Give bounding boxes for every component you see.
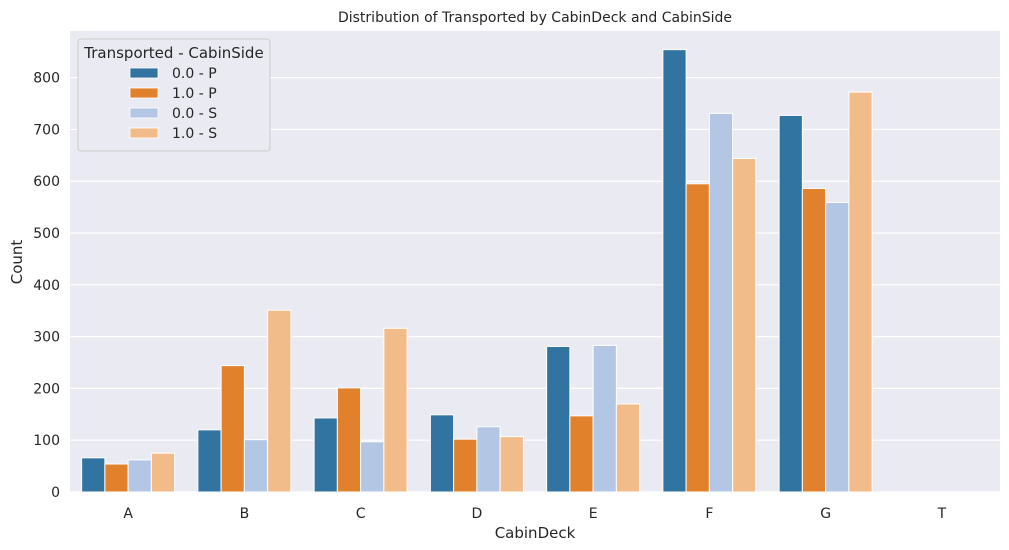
legend-label: 1.0 - P bbox=[172, 86, 217, 102]
bar-e-series-3 bbox=[615, 403, 641, 493]
x-tick-label: C bbox=[356, 506, 366, 522]
bar-e-series-2 bbox=[592, 344, 617, 493]
legend-box bbox=[77, 38, 271, 152]
y-tick-label: 300 bbox=[33, 330, 60, 346]
y-tick-label: 400 bbox=[33, 278, 60, 294]
bar-b-series-1 bbox=[220, 365, 245, 493]
bar-g-series-3 bbox=[848, 91, 873, 493]
bar-g-series-2 bbox=[825, 201, 850, 493]
bar-g-series-1 bbox=[801, 187, 827, 493]
x-tick-label: F bbox=[705, 506, 713, 522]
bar-c-series-3 bbox=[383, 327, 408, 493]
bar-d-series-1 bbox=[453, 438, 478, 493]
bar-d-series-2 bbox=[476, 426, 501, 493]
legend-items: 0.0 - P 1.0 - P 0.0 - S 1.0 - S bbox=[129, 66, 217, 142]
y-tick-label: 100 bbox=[33, 433, 60, 449]
x-tick-label: G bbox=[820, 506, 831, 522]
x-tick-label: A bbox=[123, 506, 133, 522]
bar-f-series-2 bbox=[708, 112, 734, 493]
legend-label: 1.0 - S bbox=[172, 126, 217, 142]
y-tick-labels: 0 100 200 300 400 500 600 700 800 bbox=[33, 71, 60, 501]
legend-swatch bbox=[129, 87, 159, 99]
legend-title: Transported - CabinSide bbox=[83, 44, 263, 62]
y-tick-label: 0 bbox=[51, 485, 60, 501]
x-tick-label: T bbox=[937, 506, 947, 522]
y-tick-label: 600 bbox=[33, 174, 60, 190]
chart-title: Distribution of Transported by CabinDeck… bbox=[338, 10, 732, 26]
bar-e-series-0 bbox=[546, 345, 571, 493]
bar-f-series-3 bbox=[732, 157, 757, 493]
bar-e-series-1 bbox=[569, 415, 594, 493]
legend-label: 0.0 - P bbox=[172, 66, 217, 82]
bar-a-series-2 bbox=[127, 459, 152, 493]
y-tick-label: 700 bbox=[33, 122, 60, 138]
bar-d-series-3 bbox=[499, 436, 524, 493]
bar-g-series-0 bbox=[778, 114, 803, 493]
legend-swatch bbox=[129, 127, 159, 139]
bar-f-series-0 bbox=[662, 49, 687, 493]
bar-a-series-3 bbox=[150, 452, 176, 493]
bar-b-series-3 bbox=[267, 309, 292, 493]
bar-d-series-0 bbox=[429, 414, 455, 493]
bar-c-series-1 bbox=[336, 387, 362, 493]
bar-c-series-0 bbox=[313, 417, 338, 493]
y-tick-label: 800 bbox=[33, 71, 60, 87]
x-tick-label: E bbox=[589, 506, 598, 522]
y-tick-label: 200 bbox=[33, 381, 60, 397]
legend-swatch bbox=[129, 107, 159, 119]
bars bbox=[81, 49, 873, 493]
bar-f-series-1 bbox=[685, 183, 710, 493]
bar-b-series-0 bbox=[197, 429, 222, 493]
bar-c-series-2 bbox=[360, 441, 385, 493]
x-tick-label: B bbox=[240, 506, 250, 522]
x-tick-label: D bbox=[471, 506, 482, 522]
bar-a-series-0 bbox=[81, 457, 106, 493]
legend-label: 0.0 - S bbox=[172, 106, 217, 122]
y-axis-label: Count bbox=[8, 240, 26, 285]
legend: Transported - CabinSide 0.0 - P1.0 - P0.… bbox=[77, 38, 271, 152]
legend-swatch bbox=[129, 67, 159, 79]
y-tick-label: 500 bbox=[33, 226, 60, 242]
bar-b-series-2 bbox=[243, 439, 269, 493]
bar-a-series-1 bbox=[104, 463, 129, 493]
x-axis-label: CabinDeck bbox=[495, 524, 576, 542]
